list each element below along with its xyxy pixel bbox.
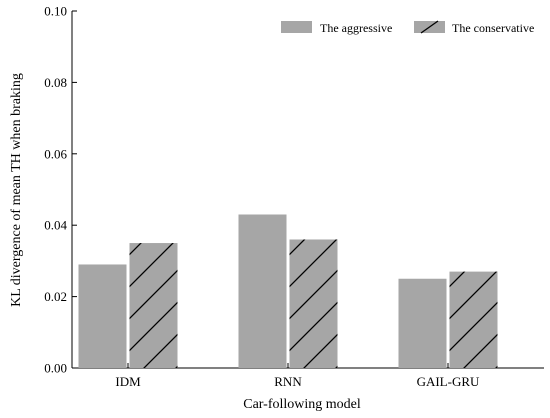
bar-conservative-gail-gru [449, 271, 498, 368]
legend-hatch-conservative [420, 20, 439, 34]
legend-swatch-aggressive [281, 21, 312, 33]
x-tick-label: GAIL-GRU [417, 374, 480, 389]
x-axis-title: Car-following model [243, 397, 361, 412]
bar-aggressive-idm [78, 264, 127, 368]
legend-label-aggressive: The aggressive [320, 21, 392, 35]
legend-label-conservative: The conservative [452, 21, 534, 35]
y-tick-label: 0.10 [44, 4, 67, 19]
x-tick-label: RNN [274, 374, 302, 389]
bar-conservative-rnn [289, 239, 338, 368]
x-tick-label: IDM [115, 374, 141, 389]
y-axis-title: KL divergence of mean TH when braking [9, 73, 24, 307]
x-tick-labels: IDM RNN GAIL-GRU [115, 374, 480, 389]
y-tick-label: 0.04 [44, 218, 67, 233]
bar-aggressive-gail-gru [398, 278, 447, 368]
bar-aggressive-rnn [238, 214, 287, 368]
y-tick-labels: 0.00 0.02 0.04 0.06 0.08 0.10 [44, 4, 67, 376]
bar-conservative-idm [129, 243, 178, 368]
y-tick-label: 0.00 [44, 361, 67, 376]
y-tick-label: 0.08 [44, 75, 67, 90]
y-tick-label: 0.02 [44, 289, 67, 304]
legend: The aggressive The conservative [281, 20, 534, 35]
y-tick-label: 0.06 [44, 146, 67, 161]
bars [78, 214, 498, 368]
